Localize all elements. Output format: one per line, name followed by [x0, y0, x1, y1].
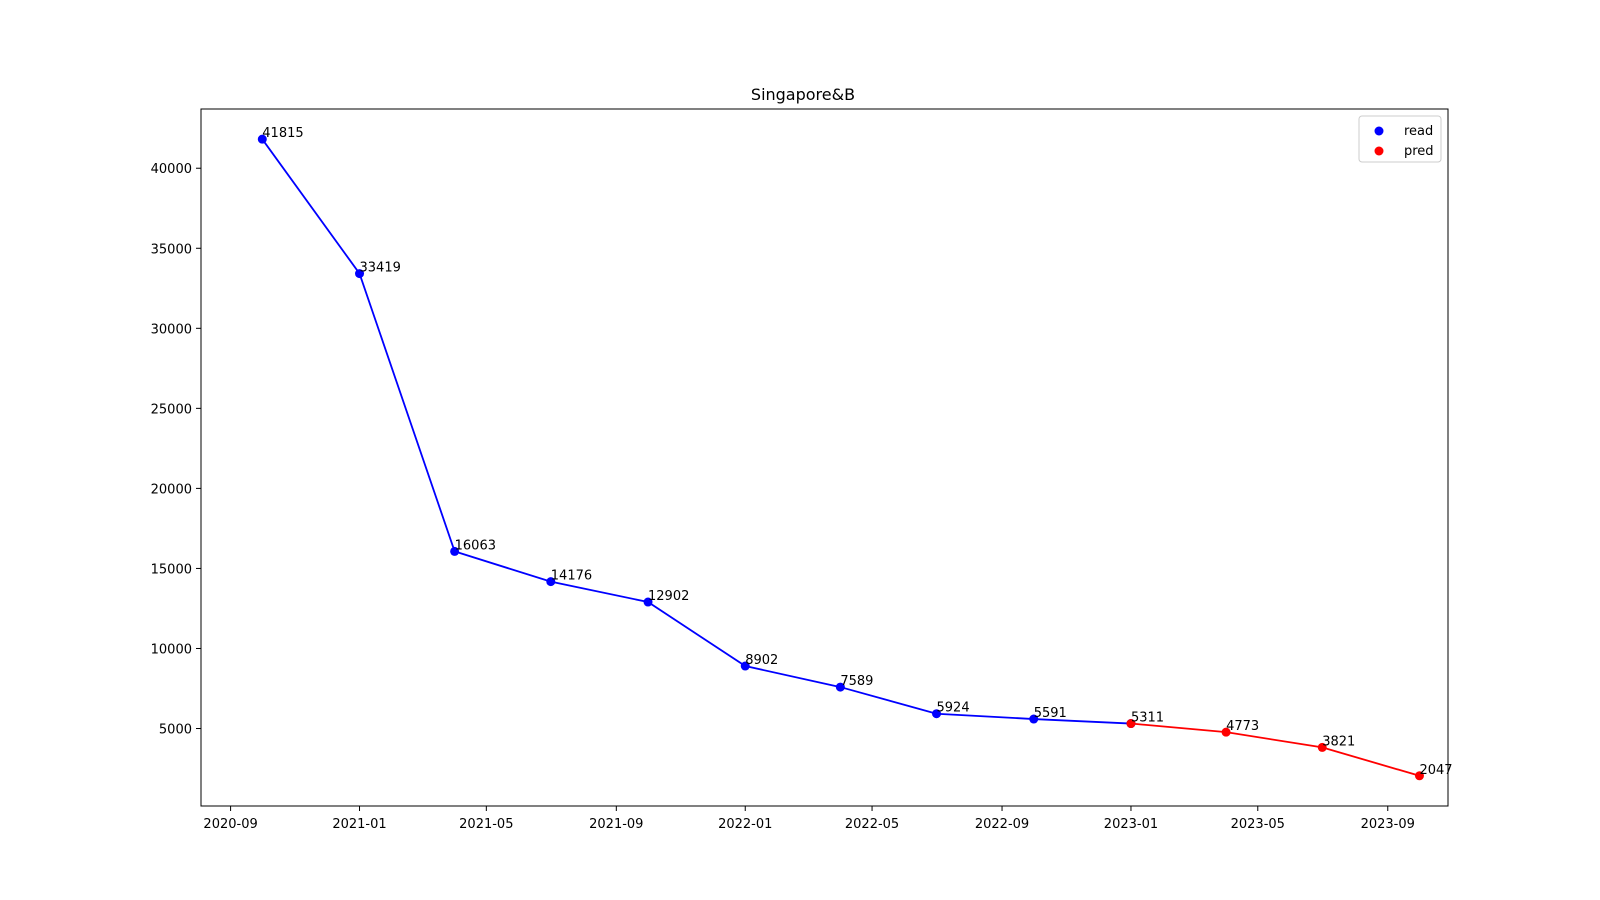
- legend-label-pred: pred: [1404, 144, 1434, 159]
- x-tick-label: 2023-01: [1104, 817, 1158, 832]
- x-tick-label: 2022-05: [845, 817, 899, 832]
- data-label: 33419: [360, 261, 401, 276]
- data-label: 5924: [937, 701, 970, 716]
- y-tick-label: 15000: [151, 562, 192, 577]
- data-label: 7589: [840, 674, 873, 689]
- x-tick-label: 2022-01: [718, 817, 772, 832]
- data-point-read: [932, 709, 942, 719]
- plot-frame: [200, 108, 1449, 807]
- y-tick-label: 25000: [151, 402, 192, 417]
- legend: read pred: [1358, 115, 1442, 163]
- y-tick-label: 35000: [151, 242, 192, 257]
- x-tick-label: 2021-05: [459, 817, 513, 832]
- data-point-pred: [1126, 719, 1136, 729]
- legend-label-read: read: [1404, 124, 1433, 139]
- data-point-read: [1029, 714, 1039, 724]
- x-axis: 2020-09 2021-01 2021-05 2021-09 2022-01 2022-…: [203, 806, 1415, 832]
- y-axis: 5000 10000 15000 20000 25000 30000 35000 40000: [151, 162, 201, 738]
- x-tick-label: 2023-05: [1231, 817, 1285, 832]
- data-label: 16063: [455, 538, 496, 553]
- y-tick-label: 40000: [151, 162, 192, 177]
- data-label: 5311: [1131, 711, 1164, 726]
- data-point-read: [355, 269, 365, 279]
- plot-area: [200, 108, 1449, 807]
- x-tick-label: 2020-09: [203, 817, 257, 832]
- data-label: 2047: [1419, 763, 1452, 778]
- x-tick-label: 2023-09: [1361, 817, 1415, 832]
- series-lines: [261, 138, 1420, 777]
- data-label: 8902: [745, 653, 778, 668]
- data-point-read: [450, 546, 460, 556]
- y-tick-label: 20000: [151, 482, 192, 497]
- data-label: 41815: [262, 126, 303, 141]
- data-point-read: [835, 682, 845, 692]
- data-label: 14176: [551, 569, 592, 584]
- data-point-read: [740, 661, 750, 671]
- series-points: [257, 134, 1424, 781]
- series-line-pred: [1130, 722, 1420, 777]
- data-point-read: [546, 577, 556, 587]
- x-tick-label: 2021-01: [332, 817, 386, 832]
- x-tick-label: 2022-09: [975, 817, 1029, 832]
- x-tick-label: 2021-09: [589, 817, 643, 832]
- legend-marker-pred: [1374, 146, 1384, 156]
- data-point-read: [257, 134, 267, 144]
- chart-title: Singapore&B: [751, 85, 855, 104]
- data-point-pred: [1414, 771, 1424, 781]
- legend-marker-read: [1374, 126, 1384, 136]
- data-labels: 41815 33419 16063 14176 12902 8902 7589 5924 559…: [262, 126, 1452, 778]
- data-point-pred: [1317, 742, 1327, 752]
- y-tick-label: 5000: [159, 723, 192, 738]
- data-label: 5591: [1034, 706, 1067, 721]
- data-point-pred: [1221, 727, 1231, 737]
- y-tick-label: 30000: [151, 322, 192, 337]
- data-label: 4773: [1226, 719, 1259, 734]
- series-line-read: [261, 138, 1132, 725]
- data-label: 12902: [648, 589, 689, 604]
- y-tick-label: 10000: [151, 642, 192, 657]
- data-label: 3821: [1322, 734, 1355, 749]
- data-point-read: [643, 597, 653, 607]
